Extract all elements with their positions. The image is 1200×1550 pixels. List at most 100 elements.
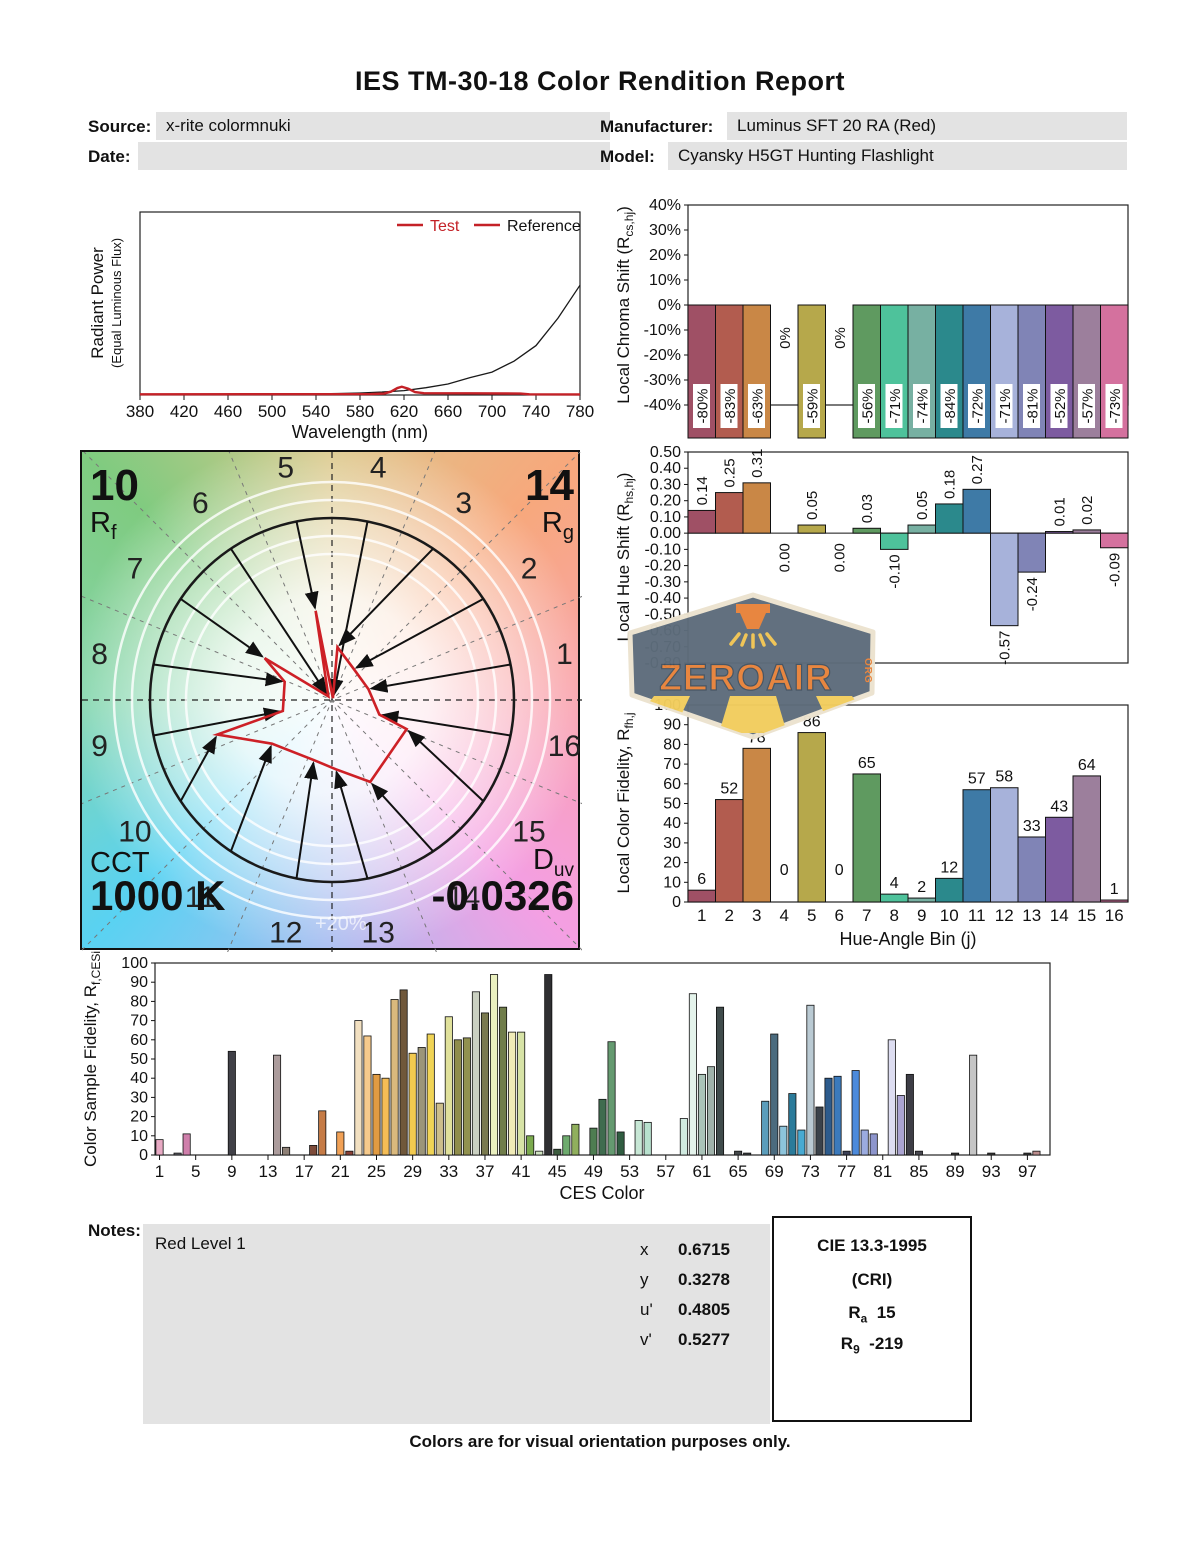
ces-bar-29: [408, 1052, 417, 1156]
svg-text:-30%: -30%: [644, 372, 681, 389]
ces-bar-73: [806, 1004, 815, 1156]
ces-bar-42: [526, 1135, 535, 1156]
ces-bar-50: [598, 1098, 607, 1156]
svg-text:0: 0: [672, 894, 681, 911]
svg-text:0.14: 0.14: [694, 476, 711, 505]
flashlight-icon: [729, 604, 777, 649]
svg-text:(Equal Luminous Flux): (Equal Luminous Flux): [109, 238, 124, 368]
fidelity-value-9: 2: [917, 879, 926, 896]
ces-bar-80: [869, 1133, 878, 1156]
ces-bar-27: [390, 999, 399, 1156]
rf-value: 10: [90, 461, 139, 510]
fidelity-bar-7: [852, 773, 881, 903]
svg-text:660: 660: [434, 402, 462, 421]
shift-arrow-14: [370, 782, 434, 852]
fidelity-value-14: 43: [1050, 798, 1068, 815]
fidelity-bar-14: [1045, 816, 1074, 903]
svg-text:0%: 0%: [658, 297, 681, 314]
source-label: Source:: [88, 117, 152, 136]
rg-label: Rg: [542, 507, 574, 544]
model-label: Model:: [600, 147, 655, 166]
date-label: Date:: [88, 147, 131, 166]
bin-number-14: 14: [447, 881, 480, 914]
bin-number-10: 10: [118, 816, 151, 849]
svg-text:0.40: 0.40: [650, 460, 681, 477]
chroma-value-10: -84%: [942, 388, 959, 423]
fidelity-value-15: 64: [1078, 757, 1096, 774]
shift-arrow-10: [179, 735, 217, 802]
svg-text:0.01: 0.01: [1052, 497, 1069, 526]
svg-text:29: 29: [403, 1162, 422, 1181]
chromaticity-v-value: 0.5277: [678, 1330, 730, 1349]
color-vector-graphic: 1 2 3 4 5 6 7 8 9 10 11 12 13 14 15 16 10 Rf 14 Rg CCT …: [80, 450, 582, 952]
chroma-value-12: -71%: [997, 388, 1014, 423]
svg-text:1: 1: [697, 906, 706, 925]
ces-bar-24: [363, 1035, 372, 1156]
ces-bar-37: [480, 1012, 489, 1156]
svg-text:20: 20: [663, 855, 681, 872]
watermark-hexagon: [627, 592, 876, 740]
x-axis-title: Hue-Angle Bin (j): [839, 929, 976, 949]
ces-bar-38: [489, 974, 499, 1156]
reference-circle: [148, 516, 516, 884]
ces-bar-84: [905, 1073, 914, 1156]
ces-bar-32: [435, 1102, 444, 1156]
shift-arrow-3: [338, 547, 434, 647]
chroma-value-4: 0%: [777, 327, 794, 349]
svg-text:-0.09: -0.09: [1107, 553, 1124, 587]
svg-text:-40%: -40%: [644, 397, 681, 414]
bin-number-13: 13: [362, 916, 395, 949]
svg-text:0.00: 0.00: [832, 543, 849, 572]
svg-text:37: 37: [476, 1162, 495, 1181]
svg-text:20%: 20%: [649, 247, 681, 264]
fidelity-value-11: 57: [968, 771, 986, 788]
x-axis-title: CES Color: [559, 1183, 644, 1203]
fidelity-value-8: 4: [890, 875, 899, 892]
svg-text:17: 17: [295, 1162, 314, 1181]
y-axis-title: Local Color Fidelity, Rfh,j: [614, 712, 636, 893]
ces-bar-82: [887, 1039, 896, 1156]
svg-text:2: 2: [725, 906, 734, 925]
ces-bar-28: [399, 989, 408, 1156]
chroma-value-14: -52%: [1052, 388, 1069, 423]
svg-text:49: 49: [584, 1162, 603, 1181]
cct-value: 1000 K: [90, 872, 225, 919]
hue-bar-5: [797, 524, 826, 534]
rg-value: 14: [525, 461, 574, 510]
fidelity-bar-12: [990, 787, 1019, 903]
shift-arrow-8: [153, 663, 284, 687]
rf-label: Rf: [90, 507, 117, 544]
ces-bar-77: [842, 1150, 851, 1156]
ces-bar-30: [417, 1047, 426, 1156]
ces-bar-61: [697, 1073, 706, 1156]
svg-text:3: 3: [752, 906, 761, 925]
svg-text:90: 90: [130, 974, 148, 991]
ces-bar-46: [562, 1135, 571, 1156]
svg-text:69: 69: [765, 1162, 784, 1181]
svg-text:-0.10: -0.10: [887, 554, 904, 588]
ces-bar-45: [553, 1148, 562, 1156]
test-polygon: [212, 610, 409, 784]
ces-bar-91: [969, 1054, 978, 1156]
y-axis-title: Color Sample Fidelity, Rf,CESi: [81, 951, 103, 1167]
svg-text:6: 6: [835, 906, 844, 925]
ces-bar-23: [354, 1020, 363, 1156]
ces-bar-59: [679, 1118, 688, 1156]
bin-number-6: 6: [192, 487, 209, 520]
svg-text:540: 540: [302, 402, 330, 421]
ces-bar-79: [860, 1129, 869, 1156]
chromaticity-y-label: y: [640, 1270, 649, 1289]
bin-number-8: 8: [91, 638, 108, 671]
reference-curve: [140, 284, 581, 395]
svg-text:12: 12: [995, 906, 1014, 925]
svg-text:40: 40: [130, 1070, 148, 1087]
hue-bar-15: [1072, 529, 1101, 534]
svg-text:0.50: 0.50: [650, 444, 681, 461]
svg-text:-20%: -20%: [644, 347, 681, 364]
zeroair-watermark: ZEROAIR ORG: [627, 592, 876, 740]
ces-bar-60: [688, 993, 697, 1156]
ces-bar-93: [987, 1152, 996, 1156]
svg-text:97: 97: [1018, 1162, 1037, 1181]
svg-text:25: 25: [367, 1162, 386, 1181]
